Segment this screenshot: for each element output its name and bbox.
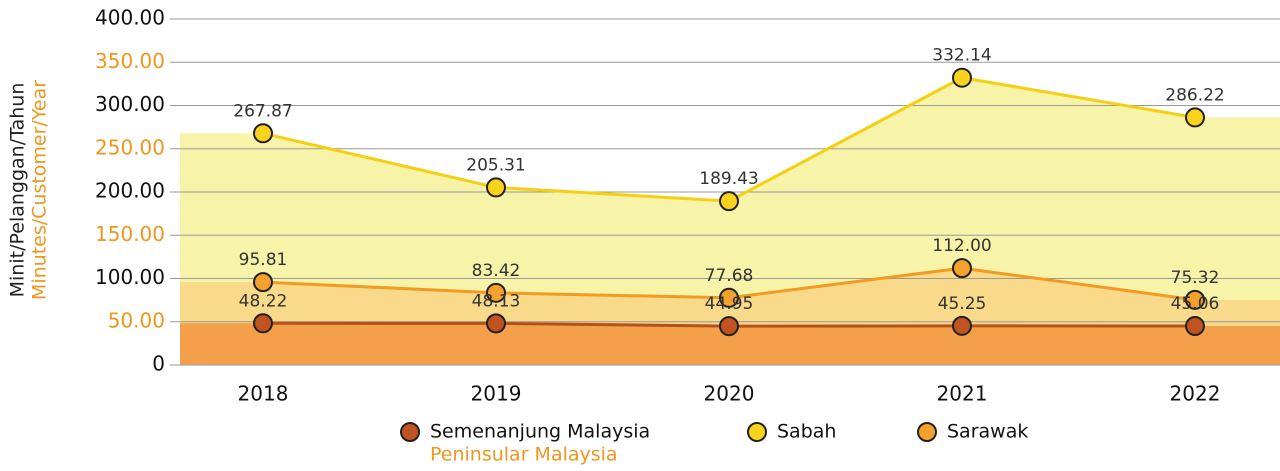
data-label: 48.13 bbox=[472, 291, 521, 311]
marker bbox=[952, 258, 972, 279]
y-tick-label: 350.00 bbox=[95, 49, 165, 73]
data-label: 83.42 bbox=[472, 261, 521, 281]
marker bbox=[1185, 107, 1205, 128]
marker bbox=[719, 191, 739, 212]
data-label: 205.31 bbox=[466, 155, 525, 175]
legend-marker bbox=[400, 422, 420, 442]
marker bbox=[952, 315, 972, 336]
x-tick-label: 2021 bbox=[937, 382, 988, 406]
data-label: 189.43 bbox=[699, 169, 758, 189]
y-axis-title: Minit/Pelanggan/Tahun bbox=[7, 83, 29, 298]
data-label: 267.87 bbox=[233, 101, 292, 121]
data-label: 95.81 bbox=[239, 250, 288, 270]
x-tick-label: 2020 bbox=[704, 382, 755, 406]
legend-label: Semenanjung Malaysia bbox=[430, 421, 650, 443]
data-label: 112.00 bbox=[932, 236, 991, 256]
legend-marker bbox=[917, 422, 937, 442]
y-tick-label: 150.00 bbox=[95, 222, 165, 246]
marker bbox=[486, 177, 506, 198]
marker bbox=[719, 287, 739, 308]
y-tick-label: 0 bbox=[152, 352, 165, 376]
marker bbox=[253, 272, 273, 293]
data-label: 45.25 bbox=[938, 294, 987, 314]
marker bbox=[486, 282, 506, 303]
data-label: 45.06 bbox=[1171, 294, 1220, 314]
marker bbox=[253, 313, 273, 334]
y-tick-label: 400.00 bbox=[95, 6, 165, 30]
x-tick-label: 2019 bbox=[471, 382, 522, 406]
data-label: 332.14 bbox=[932, 46, 991, 66]
marker bbox=[952, 67, 972, 88]
data-label: 48.22 bbox=[239, 291, 288, 311]
y-tick-label: 200.00 bbox=[95, 179, 165, 203]
y-tick-label: 250.00 bbox=[95, 135, 165, 159]
data-label: 286.22 bbox=[1165, 85, 1224, 105]
data-label: 77.68 bbox=[705, 266, 754, 286]
marker bbox=[253, 123, 273, 144]
y-axis-title-en: Minutes/Customer/Year bbox=[29, 80, 51, 300]
y-tick-label: 300.00 bbox=[95, 92, 165, 116]
marker bbox=[719, 316, 739, 337]
x-tick-label: 2018 bbox=[238, 382, 289, 406]
legend-marker bbox=[747, 422, 767, 442]
y-tick-label: 50.00 bbox=[108, 308, 165, 332]
area bbox=[180, 323, 1280, 365]
marker bbox=[1185, 316, 1205, 337]
legend-label-en: Peninsular Malaysia bbox=[430, 444, 618, 466]
legend-label: Sabah bbox=[777, 421, 836, 443]
marker bbox=[486, 313, 506, 334]
y-tick-label: 100.00 bbox=[95, 265, 165, 289]
legend-label: Sarawak bbox=[947, 421, 1028, 443]
data-label: 44.95 bbox=[705, 294, 754, 314]
x-tick-label: 2022 bbox=[1170, 382, 1221, 406]
marker bbox=[1185, 289, 1205, 310]
data-label: 75.32 bbox=[1171, 268, 1220, 288]
